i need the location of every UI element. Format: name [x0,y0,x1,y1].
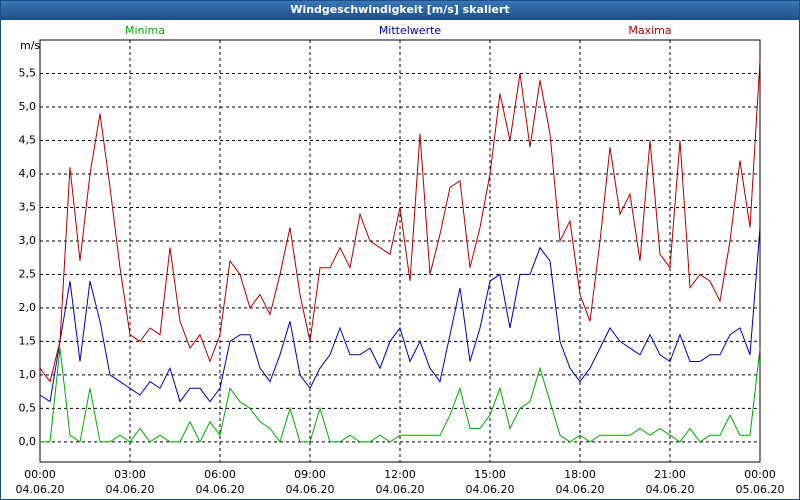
x-tick-label: 04.06.20 [16,483,65,496]
x-tick-label: 12:00 [384,468,416,481]
y-tick-label: 2,5 [19,267,37,280]
series-line [39,60,761,383]
x-tick-label: 00:00 [24,468,56,481]
title-bar [0,0,800,20]
x-tick-label: 18:00 [564,468,596,481]
x-tick-label: 04.06.20 [466,483,515,496]
x-tick-label: 06:00 [204,468,236,481]
y-tick-label: 4,0 [19,167,37,180]
series-line [40,348,761,444]
y-tick-label: 0,5 [19,401,37,414]
x-tick-label: 04.06.20 [286,483,335,496]
x-tick-label: 21:00 [654,468,686,481]
x-tick-label: 05.06.20 [736,483,785,496]
x-tick-label: 09:00 [294,468,326,481]
x-tick-label: 04.06.20 [556,483,605,496]
x-tick-label: 00:00 [744,468,776,481]
y-axis-label: m/s [20,39,40,52]
x-tick-label: 04.06.20 [196,483,245,496]
x-tick-label: 03:00 [114,468,146,481]
y-tick-label: 5,0 [19,100,37,113]
y-tick-label: 4,5 [19,133,37,146]
x-tick-label: 15:00 [474,468,506,481]
y-tick-label: 5,5 [19,66,37,79]
legend-entry: Maxima [628,24,671,37]
y-tick-label: 1,0 [19,368,37,381]
x-tick-label: 04.06.20 [106,483,155,496]
y-tick-label: 3,5 [19,200,37,213]
legend-entry: Mittelwerte [379,24,442,37]
y-tick-label: 0,0 [19,435,37,448]
legend-entry: Minima [125,24,165,37]
y-tick-label: 2,0 [19,301,37,314]
series-line [39,227,761,403]
x-tick-label: 04.06.20 [646,483,695,496]
y-tick-label: 3,0 [19,234,37,247]
x-tick-label: 04.06.20 [376,483,425,496]
chart-title: Windgeschwindigkeit [m/s] skaliert [290,3,509,16]
y-tick-label: 1,5 [19,334,37,347]
